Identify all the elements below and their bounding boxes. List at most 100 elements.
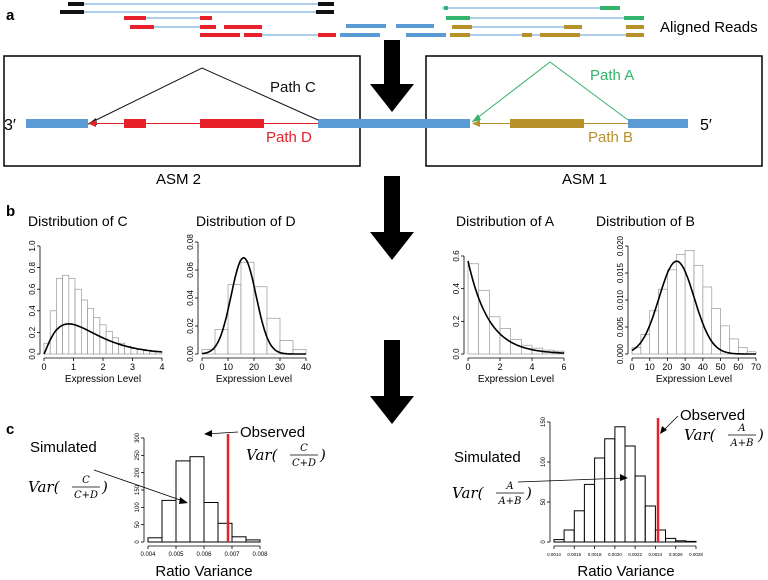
x-axis-title: Ratio Variance — [155, 563, 252, 580]
x-tick-label: 0 — [629, 362, 634, 372]
path-d-arrowhead — [88, 120, 96, 127]
path-b-label: Path B — [588, 129, 633, 146]
var-prefix: Var( — [684, 426, 717, 444]
x-tick-label: 1 — [71, 362, 76, 372]
down-arrow-1 — [370, 40, 414, 112]
y-tick-label: 50 — [541, 498, 547, 505]
x-tick-label: 6 — [561, 362, 566, 372]
histogram-bar — [624, 445, 636, 543]
density-curve — [201, 256, 306, 355]
histogram-bar — [74, 288, 82, 355]
exon-blue-left — [26, 119, 88, 128]
y-tick-label: 250 — [135, 450, 141, 461]
x-tick-label: 0 — [465, 362, 470, 372]
path-c-label: Path C — [270, 79, 316, 96]
y-tick-label: 50 — [135, 521, 141, 528]
y-tick-label: 0.4 — [28, 305, 37, 317]
x-tick-label: 0.0022 — [628, 552, 642, 557]
distribution-d-plot: Distribution of D 0.00 0.02 0.04 0.06 0.08 0 10… — [186, 213, 311, 385]
x-tick-label: 3 — [130, 362, 135, 372]
asm1-box — [425, 55, 763, 167]
x-tick-label: 30 — [275, 362, 285, 372]
y-tick-label: 0.02 — [186, 318, 195, 334]
histogram-bar — [658, 288, 668, 355]
x-tick-label: 0.0028 — [689, 552, 703, 557]
aligned-reads-label: Aligned Reads — [660, 19, 758, 36]
y-tick-label: 0.2 — [452, 315, 461, 327]
x-axis-title: Ratio Variance — [577, 563, 674, 580]
distribution-title: Distribution of D — [196, 213, 296, 229]
histogram-bar — [68, 278, 76, 355]
exon-red-large — [200, 119, 264, 128]
y-tick-label: 1.0 — [28, 240, 37, 252]
x-tick-label: 0.0026 — [669, 552, 683, 557]
histogram-bar — [614, 426, 626, 543]
var-suffix: ) — [101, 478, 108, 496]
y-tick-label: 0.0 — [28, 348, 37, 360]
y-tick-label: 0.6 — [452, 250, 461, 262]
x-axis-title: Expression Level — [478, 374, 554, 385]
fraction-numerator: A — [505, 481, 513, 492]
exon-red-small — [124, 119, 146, 128]
x-tick-label: 0.0024 — [649, 552, 663, 557]
y-tick-label: 300 — [135, 432, 141, 443]
histogram-bar — [654, 529, 667, 543]
x-tick-label: 30 — [680, 362, 690, 372]
x-axis-title: Expression Level — [656, 374, 732, 385]
x-tick-label: 50 — [716, 362, 726, 372]
x-tick-label: 0.006 — [196, 552, 212, 558]
x-tick-label: 0 — [199, 362, 204, 372]
histogram-bar — [147, 537, 163, 543]
fraction-denominator: A+B — [498, 496, 522, 507]
y-tick-label: 0 — [135, 540, 141, 544]
distribution-b-plot: Distribution of B 0.000 0.005 0.010 0.015 0.0… — [596, 213, 761, 385]
x-tick-label: 0.007 — [224, 552, 240, 558]
x-tick-label: 0.005 — [168, 552, 184, 558]
y-tick-label: 0.4 — [452, 283, 461, 295]
simulated-label: Simulated — [30, 439, 97, 456]
histogram-bar — [245, 539, 261, 543]
x-tick-label: 20 — [249, 362, 259, 372]
density-curve — [43, 323, 163, 355]
histogram-bar — [631, 347, 642, 355]
histogram-bar — [56, 278, 63, 355]
path-d-label: Path D — [266, 129, 312, 146]
y-tick-label: 0.010 — [616, 289, 625, 310]
x-tick-label: 2 — [100, 362, 105, 372]
y-tick-label: 0.08 — [186, 234, 195, 250]
variance-cd-plot: 0 50 100 150 200 250 300 0.004 0.005 0.006 0.007 0.… — [28, 424, 326, 580]
histogram-bar — [227, 284, 242, 355]
fraction-denominator: C+D — [74, 490, 98, 501]
variance-ab-plot: 0 50 100 150 0.0014 0.0016 0.0018 0.0020 0.0022 0… — [452, 407, 764, 580]
fraction-denominator: A+B — [730, 438, 754, 449]
histogram-bar — [684, 250, 695, 355]
histogram-bar — [105, 330, 113, 355]
histogram-bar — [130, 348, 138, 355]
histogram-bar — [161, 499, 177, 543]
asm2-box — [3, 55, 361, 167]
simulated-pointer-head — [179, 497, 188, 504]
panel-label-b: b — [6, 203, 15, 220]
simulated-label: Simulated — [454, 449, 521, 466]
simulated-pointer — [517, 477, 627, 483]
aligned-reads — [60, 2, 644, 37]
x-tick-label: 0.0014 — [547, 552, 561, 557]
var-suffix: ) — [319, 446, 326, 464]
y-tick-label: 150 — [135, 484, 141, 495]
y-tick-label: 0 — [541, 540, 547, 544]
y-tick-label: 0.04 — [186, 290, 195, 306]
y-tick-label: 0.005 — [616, 316, 625, 337]
x-tick-label: 0.008 — [252, 552, 268, 558]
panel-label-c: c — [6, 421, 14, 438]
histogram-bar — [149, 351, 157, 355]
exon-gold — [510, 119, 584, 128]
path-a-arrowhead — [472, 114, 481, 122]
observed-pointer-head — [660, 426, 667, 434]
observed-var-expression: Var(C C+D) — [246, 443, 326, 469]
asm1-label: ASM 1 — [562, 171, 607, 188]
path-a-line — [471, 61, 629, 123]
distribution-title: Distribution of A — [456, 213, 555, 229]
distribution-title: Distribution of C — [28, 213, 128, 229]
x-tick-label: 40 — [698, 362, 708, 372]
observed-var-expression: Var(A A+B) — [684, 423, 764, 449]
